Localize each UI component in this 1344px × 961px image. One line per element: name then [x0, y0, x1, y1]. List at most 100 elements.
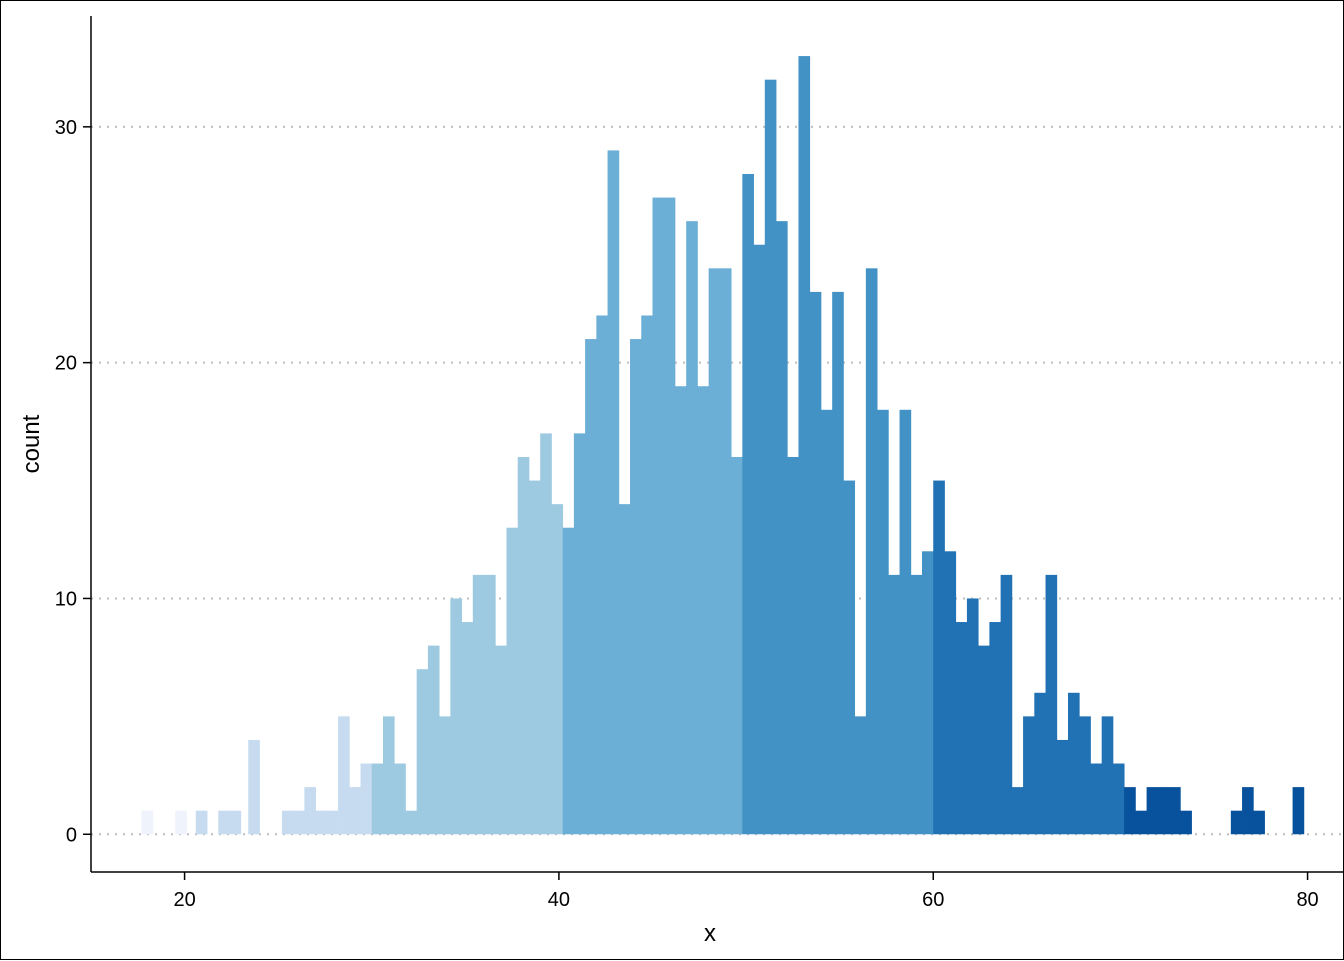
histogram-bar	[461, 622, 474, 835]
histogram-bar	[1124, 787, 1136, 835]
histogram-bar	[843, 480, 856, 835]
histogram-bar	[1101, 716, 1114, 835]
histogram-bar	[1079, 716, 1091, 835]
histogram-bar	[1045, 574, 1058, 835]
y-tick-label: 20	[55, 353, 77, 375]
histogram-bar	[416, 669, 429, 835]
histogram-bar	[585, 339, 597, 835]
histogram-bar	[944, 551, 957, 835]
histogram-bar	[607, 150, 620, 835]
histogram-bar	[528, 480, 541, 835]
x-tick-label: 60	[922, 889, 944, 911]
histogram-bar	[910, 574, 923, 835]
histogram-bar	[809, 291, 822, 835]
histogram-bar	[248, 739, 260, 835]
histogram-bar	[1157, 787, 1170, 835]
histogram-bar	[674, 386, 687, 835]
histogram-bar	[686, 221, 698, 835]
histogram-bar	[1242, 787, 1254, 835]
histogram-bar	[618, 504, 631, 835]
histogram-bar	[382, 716, 395, 835]
histogram-bar	[820, 409, 833, 835]
histogram-bar	[405, 810, 418, 835]
histogram-bar	[281, 810, 294, 835]
histogram-bar	[888, 574, 900, 835]
histogram-bar	[966, 598, 979, 835]
histogram-bar	[1067, 692, 1080, 835]
histogram-bar	[742, 173, 754, 835]
histogram-bar	[506, 527, 519, 835]
histogram-bar	[484, 574, 496, 835]
histogram-bar	[1011, 787, 1024, 835]
histogram-bar	[978, 645, 990, 835]
histogram-bar	[326, 810, 339, 835]
histogram-bar	[304, 787, 316, 835]
y-axis-title: count	[18, 414, 45, 473]
histogram-bar	[955, 622, 968, 835]
histogram-bar	[573, 433, 586, 835]
histogram-bar	[832, 291, 844, 835]
histogram-bar	[562, 527, 575, 835]
histogram-bar	[731, 456, 743, 835]
histogram-bar	[450, 598, 462, 835]
histogram-bar	[764, 79, 777, 835]
histogram-bar	[394, 763, 406, 835]
histogram-bar	[899, 409, 912, 835]
histogram-bar	[229, 810, 242, 835]
x-tick-label: 20	[173, 889, 195, 911]
histogram-bar	[922, 551, 934, 835]
histogram-bar	[1180, 810, 1192, 835]
histogram-bar	[1090, 763, 1103, 835]
histogram-bar	[141, 810, 154, 835]
y-axis-ticks: 0 10 20 30	[55, 117, 91, 846]
histogram-bar	[551, 504, 564, 835]
histogram-bar	[195, 810, 208, 835]
x-axis-ticks: 20 40 60 80	[173, 872, 1319, 911]
histogram-bar	[349, 787, 361, 835]
histogram-bar	[1000, 574, 1013, 835]
y-tick-label: 30	[55, 117, 77, 139]
histogram-bar	[540, 433, 552, 835]
y-tick-label: 10	[55, 588, 77, 610]
histogram-bar	[315, 810, 328, 835]
histogram-bar	[439, 716, 451, 835]
histogram-bar	[1169, 787, 1181, 835]
histogram-bar	[798, 56, 811, 835]
histogram-bar	[708, 268, 721, 835]
x-axis-title: x	[704, 920, 716, 947]
histogram-bar	[1056, 739, 1069, 835]
histogram-bar	[877, 409, 889, 835]
histogram-bar	[175, 810, 187, 835]
histogram-bar	[218, 810, 230, 835]
histogram-bar	[776, 221, 788, 835]
histogram-bar	[1146, 787, 1159, 835]
histogram-bar	[663, 197, 676, 835]
histogram-bar	[719, 268, 732, 835]
histogram-bar	[753, 244, 766, 835]
histogram-bar	[472, 574, 485, 835]
histogram-bar	[517, 456, 530, 835]
histogram-bar	[1230, 810, 1243, 835]
histogram-bar	[787, 456, 799, 835]
histogram-bar	[865, 268, 878, 835]
histogram-bar	[1023, 716, 1035, 835]
histogram-bar	[596, 315, 608, 835]
histogram-bar	[1253, 810, 1265, 835]
x-tick-label: 40	[548, 889, 570, 911]
axes	[90, 16, 1344, 873]
histogram-bar	[652, 197, 665, 835]
histogram-bar	[1034, 692, 1046, 835]
histogram-bars	[141, 56, 1305, 835]
histogram-bar	[371, 763, 384, 835]
histogram-bar	[338, 716, 350, 835]
histogram-bar	[630, 339, 642, 835]
histogram-bar	[641, 315, 653, 835]
histogram-bar	[360, 763, 373, 835]
histogram-bar	[854, 716, 867, 835]
histogram-bar	[933, 480, 945, 835]
histogram-bar	[1292, 787, 1305, 835]
y-tick-label: 0	[66, 824, 77, 846]
histogram-bar	[697, 386, 710, 835]
